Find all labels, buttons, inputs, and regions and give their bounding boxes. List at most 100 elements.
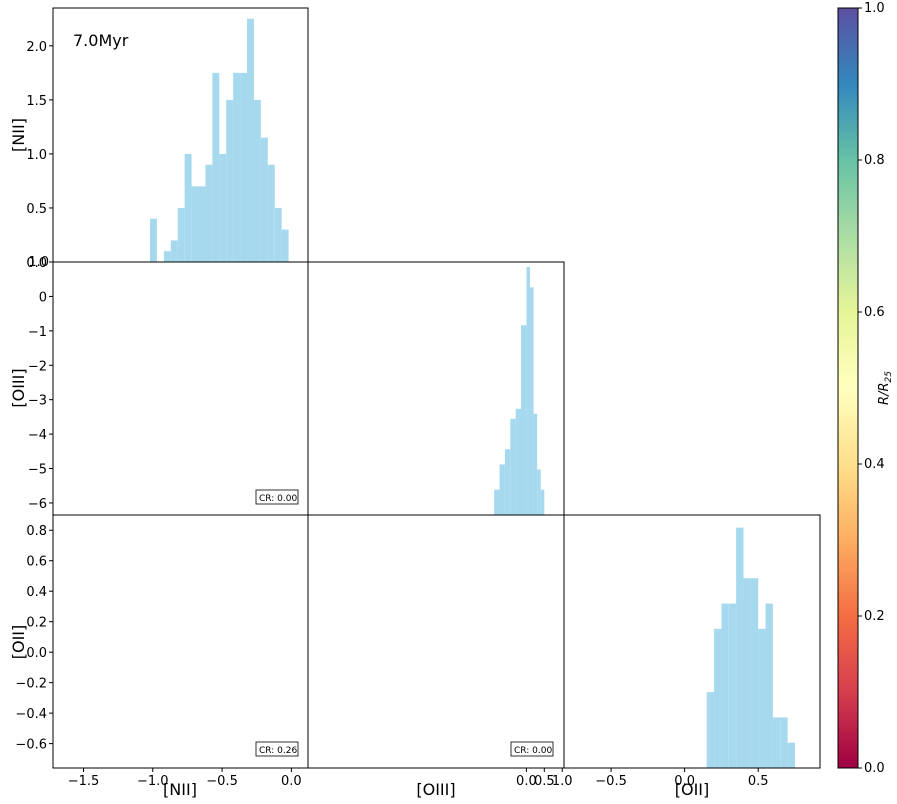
oiii-oii-xticks: 0.00.51.0: [516, 768, 573, 789]
y-tick-label: 1.5: [26, 94, 47, 109]
oii-hist-xticks: −0.5 0.0 0.5: [595, 768, 769, 789]
histogram-bar: [728, 603, 737, 768]
colorbar-gradient: [837, 7, 859, 769]
panel-nii-hist: 7.0Myr 0.0 0.5 1.0 1.5 2.0 [NII]: [9, 7, 309, 271]
histogram-bar: [521, 325, 527, 515]
oiii-oii-cr-label: CR: 0.00: [514, 746, 552, 756]
y-tick-label: 0.2: [26, 616, 47, 631]
x-tick-label: −1.5: [68, 774, 100, 789]
histogram-bar: [526, 267, 530, 515]
histogram-bar: [510, 418, 516, 515]
histogram-bar: [494, 489, 500, 515]
colorbar-tick-label: 0.4: [864, 457, 885, 472]
histogram-bar: [533, 413, 538, 515]
y-tick-label: 2.0: [26, 40, 47, 55]
colorbar-tick-label: 0.2: [864, 609, 885, 624]
histogram-bar: [205, 164, 213, 262]
nii-oiii-cr-box: CR: 0.00: [255, 489, 299, 505]
nii-oii-cr-box: CR: 0.26: [255, 741, 299, 757]
histogram-bar: [750, 578, 759, 768]
histogram-bar: [184, 153, 192, 262]
y-tick-label: 0.8: [26, 524, 47, 539]
histogram-bar: [267, 164, 275, 262]
y-tick-label: −0.2: [15, 677, 47, 692]
histogram-bar: [274, 207, 282, 262]
colorbar-tick-label: 0.6: [864, 305, 885, 320]
nii-hist-ylabel: [NII]: [9, 118, 28, 152]
panel-nii-oiii: 0 −1 −2 −3 −4 −5 −6 1.0 [OIII] CR: 0.00: [9, 255, 309, 516]
y-tick-label: 0.0: [26, 256, 47, 271]
colorbar-tick-label: 1.0: [864, 1, 885, 16]
y-tick-label: −0.6: [15, 738, 47, 753]
histogram-bar: [787, 742, 795, 768]
y-tick-label: 0.4: [26, 585, 47, 600]
nii-oiii-frame: [52, 261, 309, 516]
nii-oiii-yticks: 0 −1 −2 −3 −4 −5 −6: [28, 290, 53, 512]
histogram-bar: [540, 489, 545, 515]
x-tick-label: −0.5: [595, 774, 627, 789]
nii-oiii-ylabel: [OIII]: [9, 368, 28, 407]
histogram-bar: [758, 628, 766, 768]
histogram-bar: [170, 240, 178, 262]
histogram-bar: [198, 186, 206, 262]
histogram-bar: [499, 464, 505, 515]
panel-oii-hist: −0.5 0.0 0.5 [OII]: [563, 514, 821, 799]
y-tick-label: −3: [28, 394, 47, 409]
histogram-bar: [247, 18, 254, 263]
oiii-oii-cr-box: CR: 0.00: [510, 741, 554, 757]
colorbar-tick-label: 0.8: [864, 153, 885, 168]
histogram-bar: [177, 207, 185, 262]
colorbar-tick-label: 0.0: [864, 761, 885, 776]
oiii-oii-xlabel: [OIII]: [416, 780, 455, 799]
x-tick-label: 0.0: [516, 774, 537, 789]
x-tick-label: 0.5: [748, 774, 769, 789]
histogram-bar: [537, 469, 541, 515]
histogram-bar: [253, 99, 261, 262]
y-tick-label: 0.5: [26, 202, 47, 217]
oiii-histogram-bars: [494, 267, 545, 515]
histogram-bar: [219, 153, 227, 262]
oii-hist-frame: [563, 514, 821, 769]
oiii-oii-frame: [307, 514, 565, 769]
histogram-bar: [706, 692, 715, 768]
histogram-bar: [736, 527, 744, 768]
y-tick-label: 0.6: [26, 555, 47, 570]
histogram-bar: [714, 628, 722, 768]
nii-oiii-top-tick: 1.0: [28, 255, 49, 270]
y-tick-label: −0.4: [15, 707, 47, 722]
y-tick-label: 0.0: [26, 646, 47, 661]
y-tick-label: −1: [28, 325, 47, 340]
y-tick-label: 0: [39, 290, 47, 305]
x-tick-label: 0.0: [281, 774, 302, 789]
nii-oii-xlabel: [NII]: [163, 780, 197, 799]
y-tick-label: −6: [28, 497, 47, 512]
histogram-bar: [504, 449, 511, 515]
histogram-bar: [233, 72, 241, 262]
histogram-bar: [515, 408, 522, 515]
histogram-bar: [743, 578, 751, 768]
histogram-bar: [765, 603, 773, 768]
y-tick-label: −5: [28, 463, 47, 478]
y-tick-label: −2: [28, 359, 47, 374]
x-tick-label: −0.5: [206, 774, 238, 789]
histogram-bar: [163, 251, 171, 262]
colorbar-label: R/R25: [877, 371, 894, 405]
histogram-bar: [240, 72, 248, 262]
histogram-bar: [260, 137, 268, 262]
x-tick-label: 1.0: [552, 774, 573, 789]
histogram-bar: [529, 287, 534, 515]
nii-hist-yticks: 0.0 0.5 1.0 1.5 2.0: [26, 40, 53, 271]
x-tick-label: 0.5: [534, 774, 555, 789]
nii-oii-yticks: 0.8 0.6 0.4 0.2 0.0 −0.2 −0.4 −0.6: [15, 524, 53, 753]
histogram-bar: [772, 717, 781, 768]
x-tick-label: −1.0: [137, 774, 169, 789]
histogram-bar: [191, 186, 199, 262]
nii-oiii-cr-label: CR: 0.00: [259, 494, 297, 504]
colorbar-ticks: 0.0 0.2 0.4 0.6 0.8 1.0: [858, 1, 885, 776]
histogram-bar: [721, 603, 729, 768]
nii-oii-xticks: −1.5 −1.0 −0.5 0.0: [68, 768, 302, 789]
histogram-bar: [150, 218, 157, 262]
age-annotation: 7.0Myr: [73, 31, 129, 50]
histogram-bar: [226, 99, 234, 262]
